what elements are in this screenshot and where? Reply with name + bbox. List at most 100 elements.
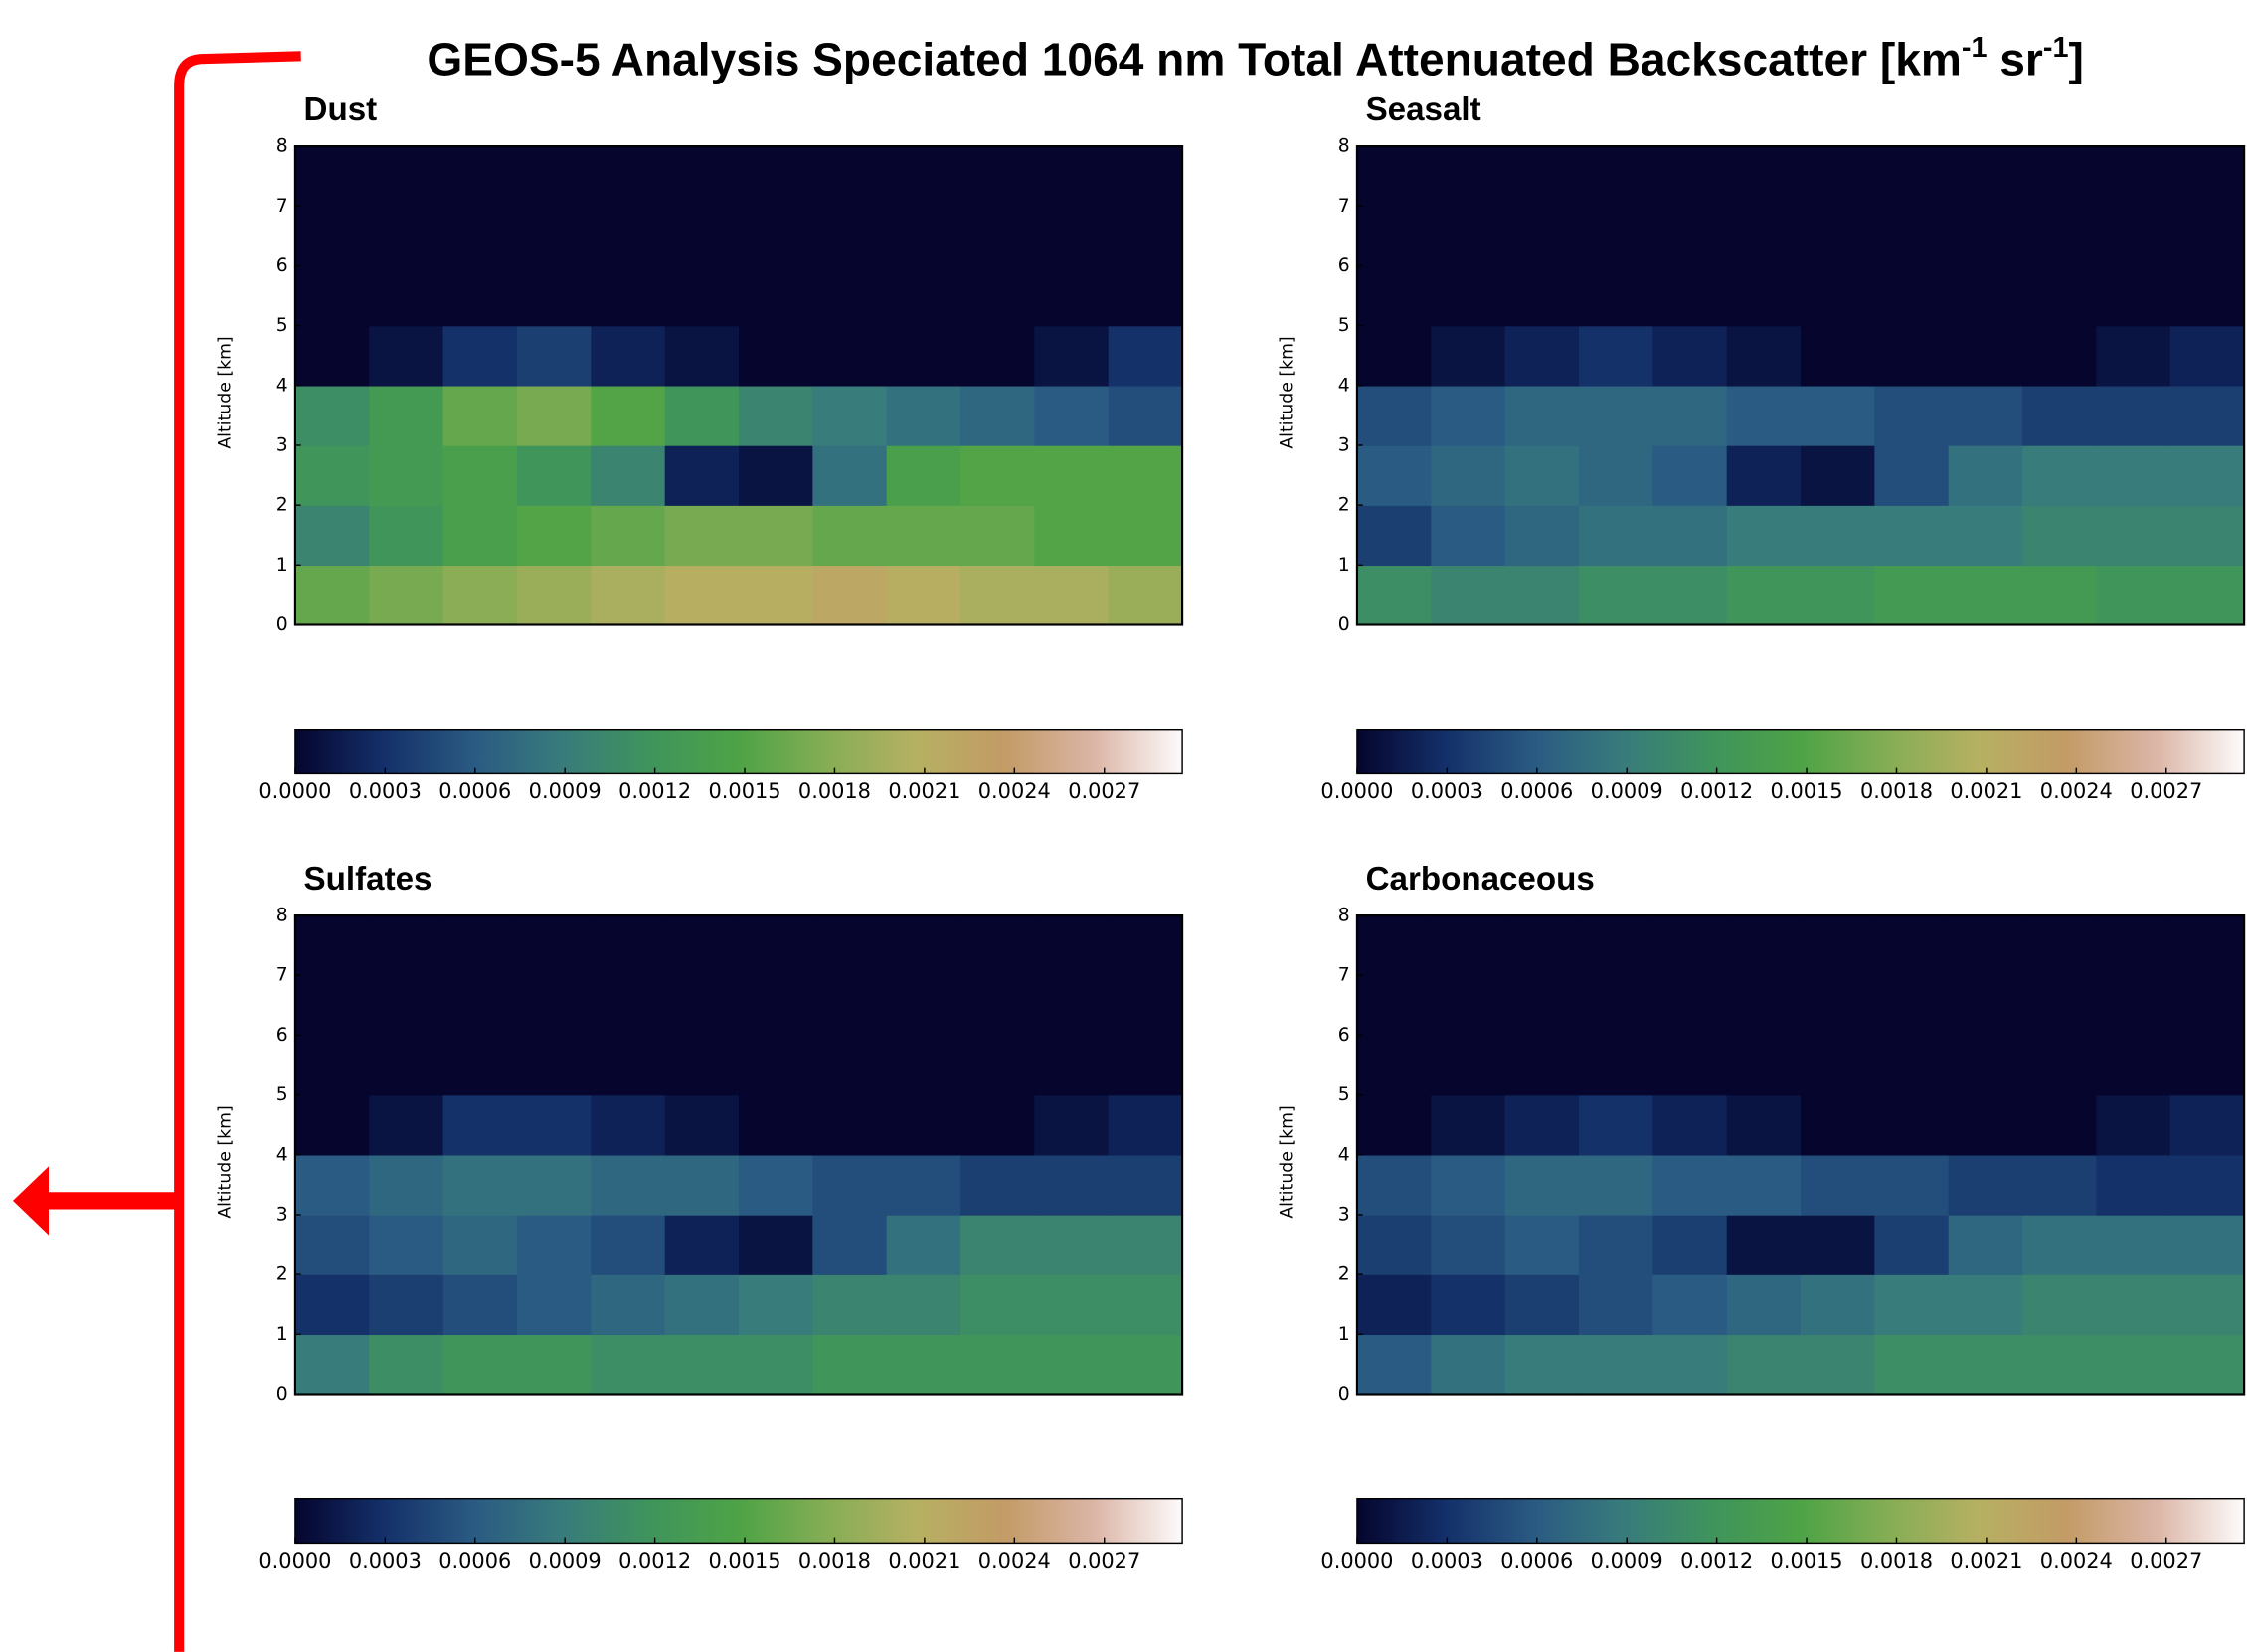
heat-cell: [2022, 1274, 2098, 1336]
heat-cell: [664, 385, 740, 446]
heat-cell: [664, 975, 740, 1037]
heat-cell: [294, 1094, 370, 1156]
heat-cell: [664, 1154, 740, 1216]
heat-cell: [2096, 385, 2171, 446]
heat-cell: [591, 325, 666, 387]
heat-cell: [1652, 385, 1728, 446]
heat-cell: [1726, 1274, 1802, 1336]
colorbar-tick-label: 0.0012: [618, 779, 691, 803]
colorbar-tick-label: 0.0006: [438, 779, 511, 803]
y-tick-label: 3: [1338, 1204, 1350, 1225]
y-tick-label: 5: [1338, 315, 1350, 336]
colorbar-tick-label: 0.0015: [709, 1549, 781, 1572]
heat-cell: [1108, 265, 1183, 327]
heat-cell: [1874, 206, 1950, 267]
y-tick-label: 0: [276, 614, 288, 635]
y-tick-label: 0: [1338, 1384, 1350, 1404]
heat-cell: [1652, 915, 1728, 976]
heat-cell: [886, 1274, 961, 1336]
heat-cell: [1801, 1154, 1876, 1216]
heat-cell: [886, 385, 961, 446]
heat-cell: [886, 325, 961, 387]
panel-title: Carbonaceous: [1366, 861, 1595, 898]
heat-cell: [2169, 325, 2245, 387]
heat-cell: [886, 505, 961, 567]
heat-cell: [1578, 1274, 1654, 1336]
heat-cell: [812, 1334, 888, 1396]
heat-cell: [591, 1035, 666, 1096]
y-tick-label: 0: [276, 1384, 288, 1404]
heat-cell: [294, 146, 370, 207]
y-tick-label: 4: [1338, 375, 1350, 396]
heat-cell: [960, 1035, 1036, 1096]
heat-cell: [1034, 206, 1110, 267]
heat-cell: [1034, 915, 1110, 976]
heat-cell: [886, 265, 961, 327]
heat-cell: [1034, 385, 1110, 446]
heat-cell: [2022, 385, 2098, 446]
heat-cell: [1948, 1035, 2023, 1096]
heat-cell: [1726, 146, 1802, 207]
heat-cell: [1356, 1094, 1433, 1156]
heat-cell: [442, 1035, 518, 1096]
heat-cell: [739, 146, 814, 207]
heat-cell: [2169, 915, 2245, 976]
heat-cell: [1034, 325, 1110, 387]
heat-cell: [591, 505, 666, 567]
y-tick-label: 8: [276, 906, 288, 926]
heat-cell: [1874, 1214, 1950, 1275]
heat-cell: [2022, 444, 2098, 506]
heat-cell: [1034, 146, 1110, 207]
heat-cell: [1874, 975, 1950, 1037]
heat-cell: [1948, 565, 2023, 626]
heat-cell: [442, 1274, 518, 1336]
heat-cell: [1948, 975, 2023, 1037]
y-tick-label: 3: [276, 434, 288, 455]
heat-cell: [1578, 975, 1654, 1037]
heat-cell: [1108, 565, 1183, 626]
heat-cell: [1504, 1334, 1580, 1396]
heat-cell: [1652, 265, 1728, 327]
heat-cell: [294, 265, 370, 327]
heat-cell: [2022, 265, 2098, 327]
y-tick-label: 4: [276, 375, 288, 396]
heat-cell: [1652, 206, 1728, 267]
colorbar: [294, 1497, 1183, 1545]
heat-cell: [1108, 444, 1183, 506]
heat-cell: [664, 565, 740, 626]
colorbar-tick-label: 0.0027: [2130, 1549, 2202, 1572]
y-axis-label: Altitude [km]: [215, 336, 235, 448]
heat-cell: [1108, 1094, 1183, 1156]
colorbar-tick-label: 0.0000: [259, 779, 331, 803]
heat-cell: [1801, 1334, 1876, 1396]
heat-cell: [369, 1274, 444, 1336]
heat-cell: [1034, 1094, 1110, 1156]
heat-cell: [1652, 444, 1728, 506]
heat-cell: [1578, 1094, 1654, 1156]
y-tick-label: 6: [1338, 255, 1350, 276]
heat-cell: [960, 146, 1036, 207]
heat-cell: [1652, 505, 1728, 567]
y-tick-label: 1: [276, 1324, 288, 1345]
heat-cell: [1948, 1214, 2023, 1275]
heat-cell: [886, 565, 961, 626]
colorbar-tick-label: 0.0003: [1411, 1549, 1483, 1572]
heat-cell: [812, 1214, 888, 1275]
heat-cell: [2169, 1154, 2245, 1216]
heat-cell: [1431, 565, 1506, 626]
y-axis-label: Altitude [km]: [1277, 1105, 1296, 1218]
heat-cell: [1726, 265, 1802, 327]
heat-cell: [1356, 1274, 1433, 1336]
y-axis-label: Altitude [km]: [215, 1105, 235, 1218]
heat-cell: [1801, 505, 1876, 567]
y-tick-label: 7: [276, 196, 288, 217]
heat-cell: [1356, 325, 1433, 387]
heat-cell: [960, 325, 1036, 387]
colorbar-tick-label: 0.0006: [438, 1549, 511, 1572]
colorbar: [1356, 728, 2245, 775]
heat-cell: [1578, 1334, 1654, 1396]
heat-cell: [1108, 1035, 1183, 1096]
heat-cell: [739, 1094, 814, 1156]
heat-cell: [1108, 975, 1183, 1037]
